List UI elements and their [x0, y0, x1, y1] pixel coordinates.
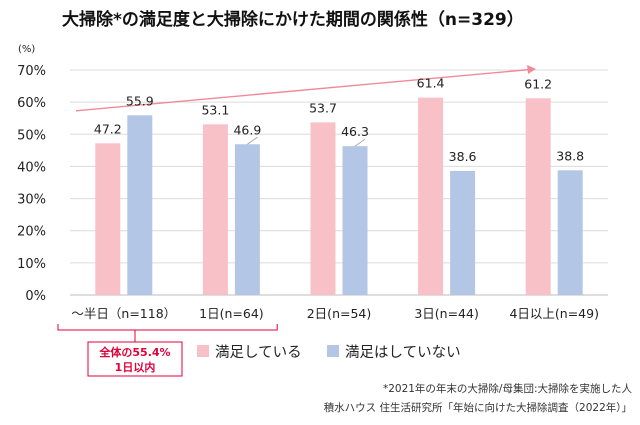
- data-label: 55.9: [126, 93, 154, 108]
- bar-satisfied: [525, 98, 551, 296]
- y-tick-label: 50%: [17, 128, 46, 143]
- bar-satisfied: [310, 122, 336, 296]
- label-leader-line: [354, 138, 366, 147]
- legend-label: 満足はしていない: [345, 344, 461, 361]
- gridlines: [70, 69, 608, 296]
- x-category-label: 2日(n=54): [307, 306, 372, 321]
- annotation-bracket: [57, 324, 278, 342]
- y-axis-ticks: 0% 10% 20% 30% 40% 50% 60% 70%: [17, 64, 46, 304]
- y-tick-label: 60%: [17, 96, 46, 111]
- data-label: 53.7: [309, 100, 337, 115]
- y-tick-label: 40%: [17, 160, 46, 175]
- annotation-line-1: 全体の55.4%: [98, 345, 170, 359]
- data-label: 46.3: [341, 124, 369, 139]
- y-tick-label: 10%: [17, 257, 46, 272]
- footnote-1: *2021年の年末の大掃除/母集団:大掃除を実施した人: [383, 382, 633, 395]
- legend-swatch: [197, 345, 209, 357]
- data-label: 38.6: [449, 149, 477, 164]
- bar-satisfied: [95, 143, 121, 295]
- annotation-line-2: 1日以内: [115, 360, 156, 374]
- data-label: 47.2: [94, 121, 122, 136]
- data-label: 61.2: [524, 76, 552, 91]
- trend-arrow-head: [527, 65, 536, 74]
- data-label: 53.1: [201, 102, 229, 117]
- legend-swatch: [327, 345, 339, 357]
- bar-not-satisfied: [127, 115, 153, 295]
- legend-label: 満足している: [215, 344, 302, 361]
- bar-not-satisfied: [557, 170, 583, 295]
- data-label: 38.8: [556, 148, 584, 163]
- x-category-label: 1日(n=64): [199, 306, 264, 321]
- legend: 満足している 満足はしていない: [197, 344, 461, 361]
- footnote-2: 積水ハウス 住生活研究所「年始に向けた大掃除調査（2022年）」: [324, 401, 632, 414]
- annotation-box: 全体の55.4% 1日以内: [87, 341, 183, 377]
- y-tick-label: 20%: [17, 225, 46, 240]
- chart-title: 大掃除*の満足度と大掃除にかけた期間の関係性（n=329）: [62, 9, 524, 30]
- bar-not-satisfied: [450, 170, 476, 295]
- data-labels: 47.2 55.9 53.1 46.9 53.7 46.3 61.4 38.6 61.2 38.8: [94, 76, 584, 164]
- bar-not-satisfied: [342, 146, 368, 295]
- annotation-box-frame: [87, 341, 183, 377]
- x-category-label: 4日以上(n=49): [509, 306, 599, 321]
- bars: [95, 97, 583, 296]
- x-axis-categories: ～半日（n=118） 1日(n=64) 2日(n=54) 3日(n=44) 4日以上(n…: [71, 306, 599, 321]
- y-tick-label: 70%: [17, 64, 46, 79]
- bar-not-satisfied: [234, 144, 260, 295]
- bar-satisfied: [418, 97, 444, 296]
- annotation-bracket-line: [57, 324, 278, 331]
- label-leader-line: [247, 136, 258, 145]
- x-category-label: 3日(n=44): [414, 306, 479, 321]
- y-axis-unit: (%): [18, 44, 35, 55]
- y-tick-label: 30%: [17, 193, 46, 208]
- data-label: 46.9: [233, 122, 261, 137]
- bar-satisfied: [202, 124, 228, 295]
- y-tick-label: 0%: [25, 289, 46, 304]
- trend-arrow-line: [75, 68, 531, 112]
- x-category-label: ～半日（n=118）: [71, 306, 176, 321]
- data-label: 61.4: [417, 76, 445, 91]
- trend-arrow: [75, 65, 536, 112]
